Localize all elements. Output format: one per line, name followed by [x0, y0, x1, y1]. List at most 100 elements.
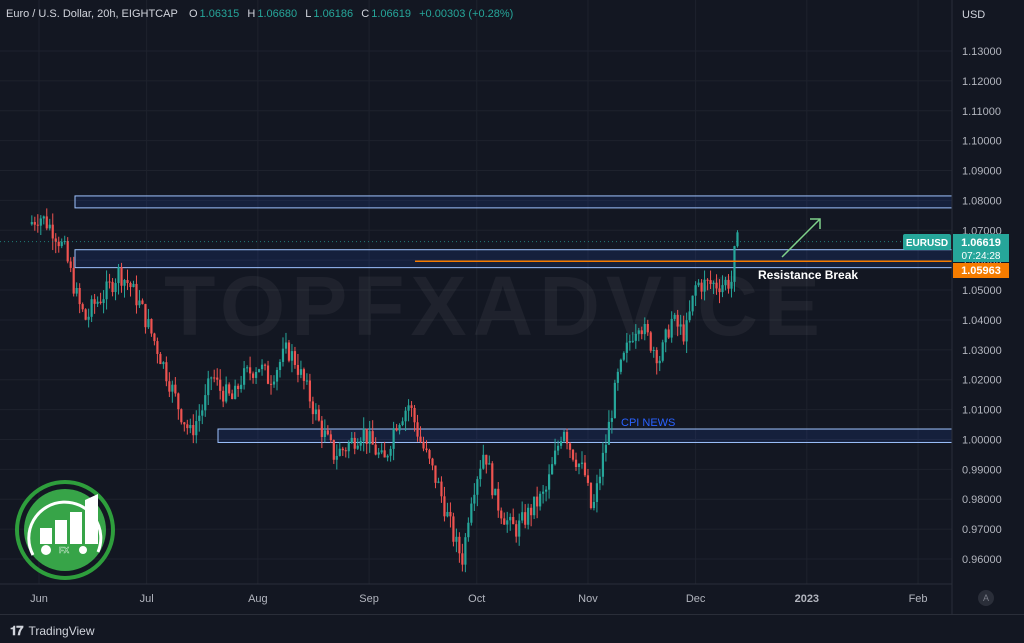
tradingview-logo[interactable]: 𝟏𝟕 TradingView: [10, 623, 95, 639]
supply-demand-zones: [74, 195, 953, 443]
candle-up: [278, 361, 282, 370]
candle-up: [470, 503, 473, 523]
candle-up: [634, 333, 637, 341]
candle-down: [219, 379, 222, 391]
candle-up: [736, 232, 739, 247]
candle-up: [577, 463, 581, 467]
candle-down: [228, 384, 231, 394]
grid: [0, 0, 952, 584]
logo-ring-outer: [15, 480, 115, 580]
candle-up: [506, 520, 509, 525]
time-tick-label: Jun: [30, 593, 48, 605]
candle-down: [431, 458, 434, 466]
candle-up: [350, 437, 353, 443]
candle-down: [371, 431, 374, 445]
candle-up: [482, 454, 485, 469]
time-tick-label: Feb: [909, 593, 928, 605]
price-tick-label: 0.99000: [962, 464, 1002, 476]
candle-down: [293, 351, 297, 365]
candle-up: [257, 369, 261, 372]
candle-up: [721, 285, 724, 293]
candle-up: [688, 311, 691, 321]
candle-down: [425, 448, 428, 451]
candle-down: [700, 282, 703, 292]
candle-up: [437, 481, 440, 483]
candle-down: [320, 420, 323, 438]
low-value: 1.06186: [313, 8, 354, 20]
candle-down: [36, 224, 39, 226]
candle-down: [395, 428, 398, 431]
price-tick-label: 1.11000: [962, 106, 1001, 118]
arrow-up-icon: [41, 545, 51, 555]
arrow-line: [781, 218, 821, 258]
candle-up: [473, 494, 476, 504]
candle-up: [712, 282, 715, 284]
candle-up: [401, 421, 404, 426]
candle-up: [254, 371, 258, 378]
candle-up: [595, 483, 599, 502]
logo-ring-inner: [27, 500, 103, 556]
candle-up: [622, 352, 625, 360]
candle-up: [628, 341, 631, 343]
candle-up: [204, 395, 207, 411]
candle-down: [640, 330, 643, 335]
candle-up: [347, 442, 350, 452]
candle-down: [583, 462, 587, 476]
candle-up: [260, 364, 264, 370]
candle-down: [186, 424, 189, 429]
candle-up: [670, 318, 673, 338]
candle-up: [733, 246, 736, 282]
candle-up: [132, 283, 135, 288]
candle-up: [694, 285, 697, 296]
candle-up: [60, 241, 63, 247]
candle-down: [78, 288, 81, 305]
candle-up: [240, 384, 243, 390]
candle-up: [87, 316, 90, 320]
candle-up: [398, 425, 401, 431]
candle-up: [610, 418, 613, 422]
price-tick-label: 0.96000: [962, 554, 1002, 566]
price-tick-label: 1.04000: [962, 315, 1002, 327]
candle-up: [272, 381, 276, 385]
candle-down: [344, 450, 347, 452]
change-value: +0.00303 (+0.28%): [419, 8, 514, 20]
logo-bar-3: [70, 512, 82, 544]
candle-down: [192, 425, 195, 436]
time-axis[interactable]: Jun Jul Aug Sep Oct Nov Dec 2023 Feb: [30, 593, 927, 605]
candle-down: [156, 341, 159, 354]
candle-up: [488, 463, 491, 465]
high-value: 1.06680: [257, 8, 298, 20]
candle-down: [144, 304, 147, 328]
candle-up: [201, 410, 204, 416]
price-chart[interactable]: TOPFXADVICE Resistance Break CPI NEWS 1.1…: [0, 0, 1024, 614]
symbol-title[interactable]: Euro / U.S. Dollar, 20h, EIGHTCAP: [6, 8, 178, 20]
price-tick-label: 0.98000: [962, 494, 1002, 506]
candle-down: [231, 393, 234, 400]
price-tick-label: 1.01000: [962, 405, 1002, 417]
candle-down: [168, 381, 171, 392]
auto-scale-button[interactable]: A: [978, 590, 994, 606]
candle-down: [428, 450, 431, 459]
candle-down: [326, 430, 329, 435]
candle-down: [317, 409, 320, 421]
last-price-bg: [953, 234, 1009, 262]
candle-up: [580, 462, 584, 464]
candle-up: [90, 299, 93, 317]
time-tick-label: Oct: [468, 593, 485, 605]
candle-up: [281, 348, 285, 362]
candle-up: [147, 318, 150, 328]
candle-up: [509, 516, 512, 521]
candle-down: [296, 364, 300, 375]
zone-box: [74, 195, 953, 209]
candle-down: [251, 373, 255, 378]
candle-up: [625, 342, 628, 353]
candle-up: [685, 320, 688, 342]
candle-up: [386, 455, 389, 458]
candle-up: [75, 288, 78, 294]
candle-up: [243, 368, 246, 385]
candle-up: [362, 428, 365, 441]
candle-up: [652, 349, 655, 351]
candle-down: [213, 377, 216, 379]
resistance-break-label: Resistance Break: [758, 268, 858, 282]
overlays: Resistance Break CPI NEWS: [0, 218, 952, 429]
